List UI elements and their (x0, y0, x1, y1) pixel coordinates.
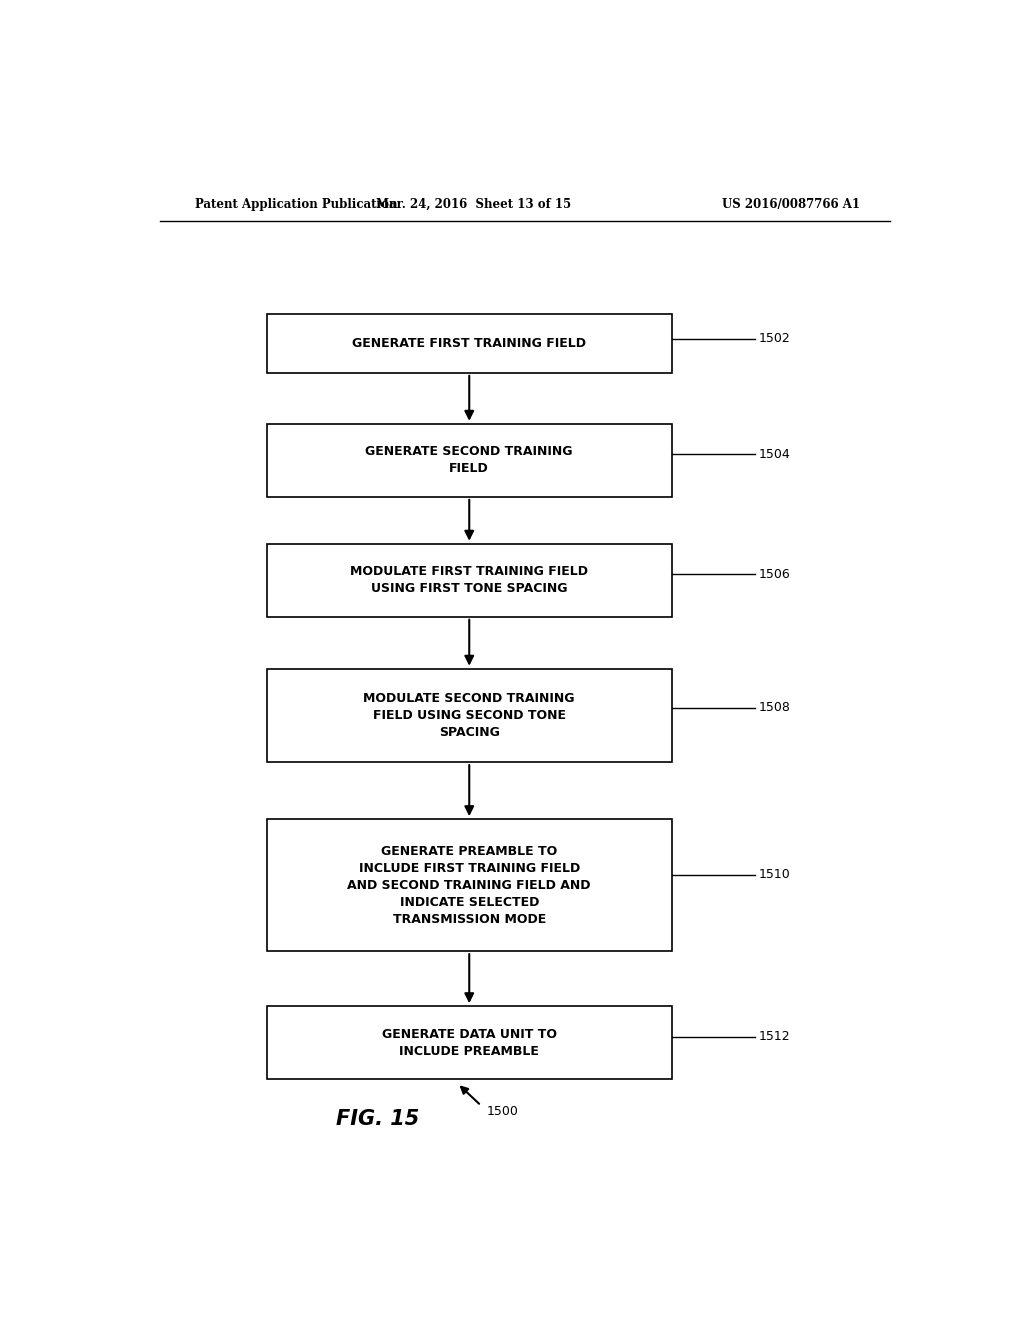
Text: GENERATE FIRST TRAINING FIELD: GENERATE FIRST TRAINING FIELD (352, 337, 587, 350)
Text: GENERATE SECOND TRAINING
FIELD: GENERATE SECOND TRAINING FIELD (366, 445, 573, 475)
Bar (267, 544, 672, 616)
Text: MODULATE SECOND TRAINING
FIELD USING SECOND TONE
SPACING: MODULATE SECOND TRAINING FIELD USING SEC… (364, 692, 575, 739)
Text: MODULATE FIRST TRAINING FIELD
USING FIRST TONE SPACING: MODULATE FIRST TRAINING FIELD USING FIRS… (350, 565, 588, 595)
Text: GENERATE DATA UNIT TO
INCLUDE PREAMBLE: GENERATE DATA UNIT TO INCLUDE PREAMBLE (382, 1028, 557, 1057)
Text: 1512: 1512 (759, 1031, 791, 1043)
Text: GENERATE PREAMBLE TO
INCLUDE FIRST TRAINING FIELD
AND SECOND TRAINING FIELD AND
: GENERATE PREAMBLE TO INCLUDE FIRST TRAIN… (347, 845, 591, 925)
Text: 1506: 1506 (759, 568, 791, 581)
Text: Patent Application Publication: Patent Application Publication (196, 198, 398, 211)
Text: 1508: 1508 (759, 701, 791, 714)
Bar (267, 669, 672, 762)
Bar (267, 1006, 672, 1080)
Bar (267, 314, 672, 372)
Text: 1510: 1510 (759, 869, 791, 880)
Bar (267, 818, 672, 952)
Text: 1504: 1504 (759, 447, 791, 461)
Text: 1502: 1502 (759, 333, 791, 345)
Text: 1500: 1500 (486, 1105, 518, 1118)
Text: FIG. 15: FIG. 15 (336, 1109, 420, 1129)
Bar (267, 424, 672, 496)
Text: US 2016/0087766 A1: US 2016/0087766 A1 (722, 198, 860, 211)
Text: Mar. 24, 2016  Sheet 13 of 15: Mar. 24, 2016 Sheet 13 of 15 (376, 198, 570, 211)
